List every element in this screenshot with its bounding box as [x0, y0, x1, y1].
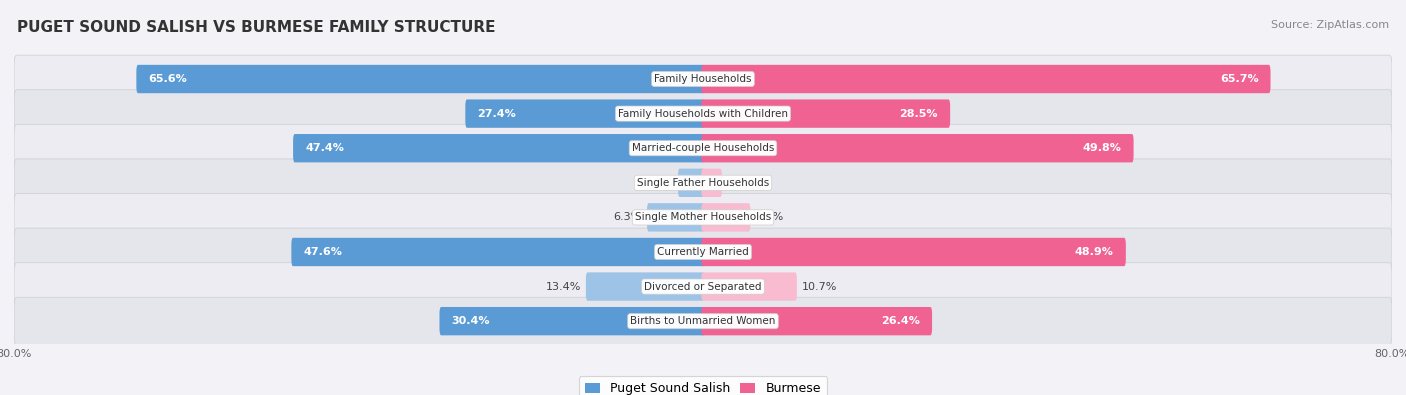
Text: Single Mother Households: Single Mother Households [636, 213, 770, 222]
Text: 10.7%: 10.7% [801, 282, 838, 292]
Text: Source: ZipAtlas.com: Source: ZipAtlas.com [1271, 20, 1389, 30]
Text: 47.4%: 47.4% [305, 143, 344, 153]
Text: 48.9%: 48.9% [1076, 247, 1114, 257]
Text: 65.6%: 65.6% [149, 74, 187, 84]
FancyBboxPatch shape [702, 169, 721, 197]
FancyBboxPatch shape [292, 134, 704, 162]
FancyBboxPatch shape [291, 238, 704, 266]
FancyBboxPatch shape [14, 159, 1392, 207]
FancyBboxPatch shape [702, 134, 1133, 162]
Text: 26.4%: 26.4% [882, 316, 920, 326]
FancyBboxPatch shape [702, 273, 797, 301]
FancyBboxPatch shape [14, 228, 1392, 276]
Text: Births to Unmarried Women: Births to Unmarried Women [630, 316, 776, 326]
FancyBboxPatch shape [14, 124, 1392, 172]
Text: 27.4%: 27.4% [478, 109, 516, 118]
FancyBboxPatch shape [14, 263, 1392, 310]
Text: Divorced or Separated: Divorced or Separated [644, 282, 762, 292]
FancyBboxPatch shape [702, 100, 950, 128]
FancyBboxPatch shape [440, 307, 704, 335]
FancyBboxPatch shape [586, 273, 704, 301]
FancyBboxPatch shape [14, 297, 1392, 345]
Text: Married-couple Households: Married-couple Households [631, 143, 775, 153]
FancyBboxPatch shape [702, 203, 751, 231]
FancyBboxPatch shape [647, 203, 704, 231]
Text: 47.6%: 47.6% [304, 247, 342, 257]
Text: Family Households with Children: Family Households with Children [619, 109, 787, 118]
FancyBboxPatch shape [14, 55, 1392, 103]
FancyBboxPatch shape [14, 194, 1392, 241]
FancyBboxPatch shape [702, 65, 1271, 93]
Text: Family Households: Family Households [654, 74, 752, 84]
Text: 49.8%: 49.8% [1083, 143, 1122, 153]
Text: PUGET SOUND SALISH VS BURMESE FAMILY STRUCTURE: PUGET SOUND SALISH VS BURMESE FAMILY STR… [17, 20, 495, 35]
Text: 30.4%: 30.4% [451, 316, 491, 326]
Text: 28.5%: 28.5% [900, 109, 938, 118]
Text: Single Father Households: Single Father Households [637, 178, 769, 188]
FancyBboxPatch shape [678, 169, 704, 197]
FancyBboxPatch shape [465, 100, 704, 128]
Text: 2.7%: 2.7% [644, 178, 673, 188]
Legend: Puget Sound Salish, Burmese: Puget Sound Salish, Burmese [579, 376, 827, 395]
Text: 2.0%: 2.0% [727, 178, 755, 188]
FancyBboxPatch shape [702, 238, 1126, 266]
FancyBboxPatch shape [14, 90, 1392, 137]
FancyBboxPatch shape [136, 65, 704, 93]
Text: Currently Married: Currently Married [657, 247, 749, 257]
Text: 5.3%: 5.3% [755, 213, 783, 222]
Text: 13.4%: 13.4% [546, 282, 581, 292]
FancyBboxPatch shape [702, 307, 932, 335]
Text: 65.7%: 65.7% [1220, 74, 1258, 84]
Text: 6.3%: 6.3% [613, 213, 643, 222]
